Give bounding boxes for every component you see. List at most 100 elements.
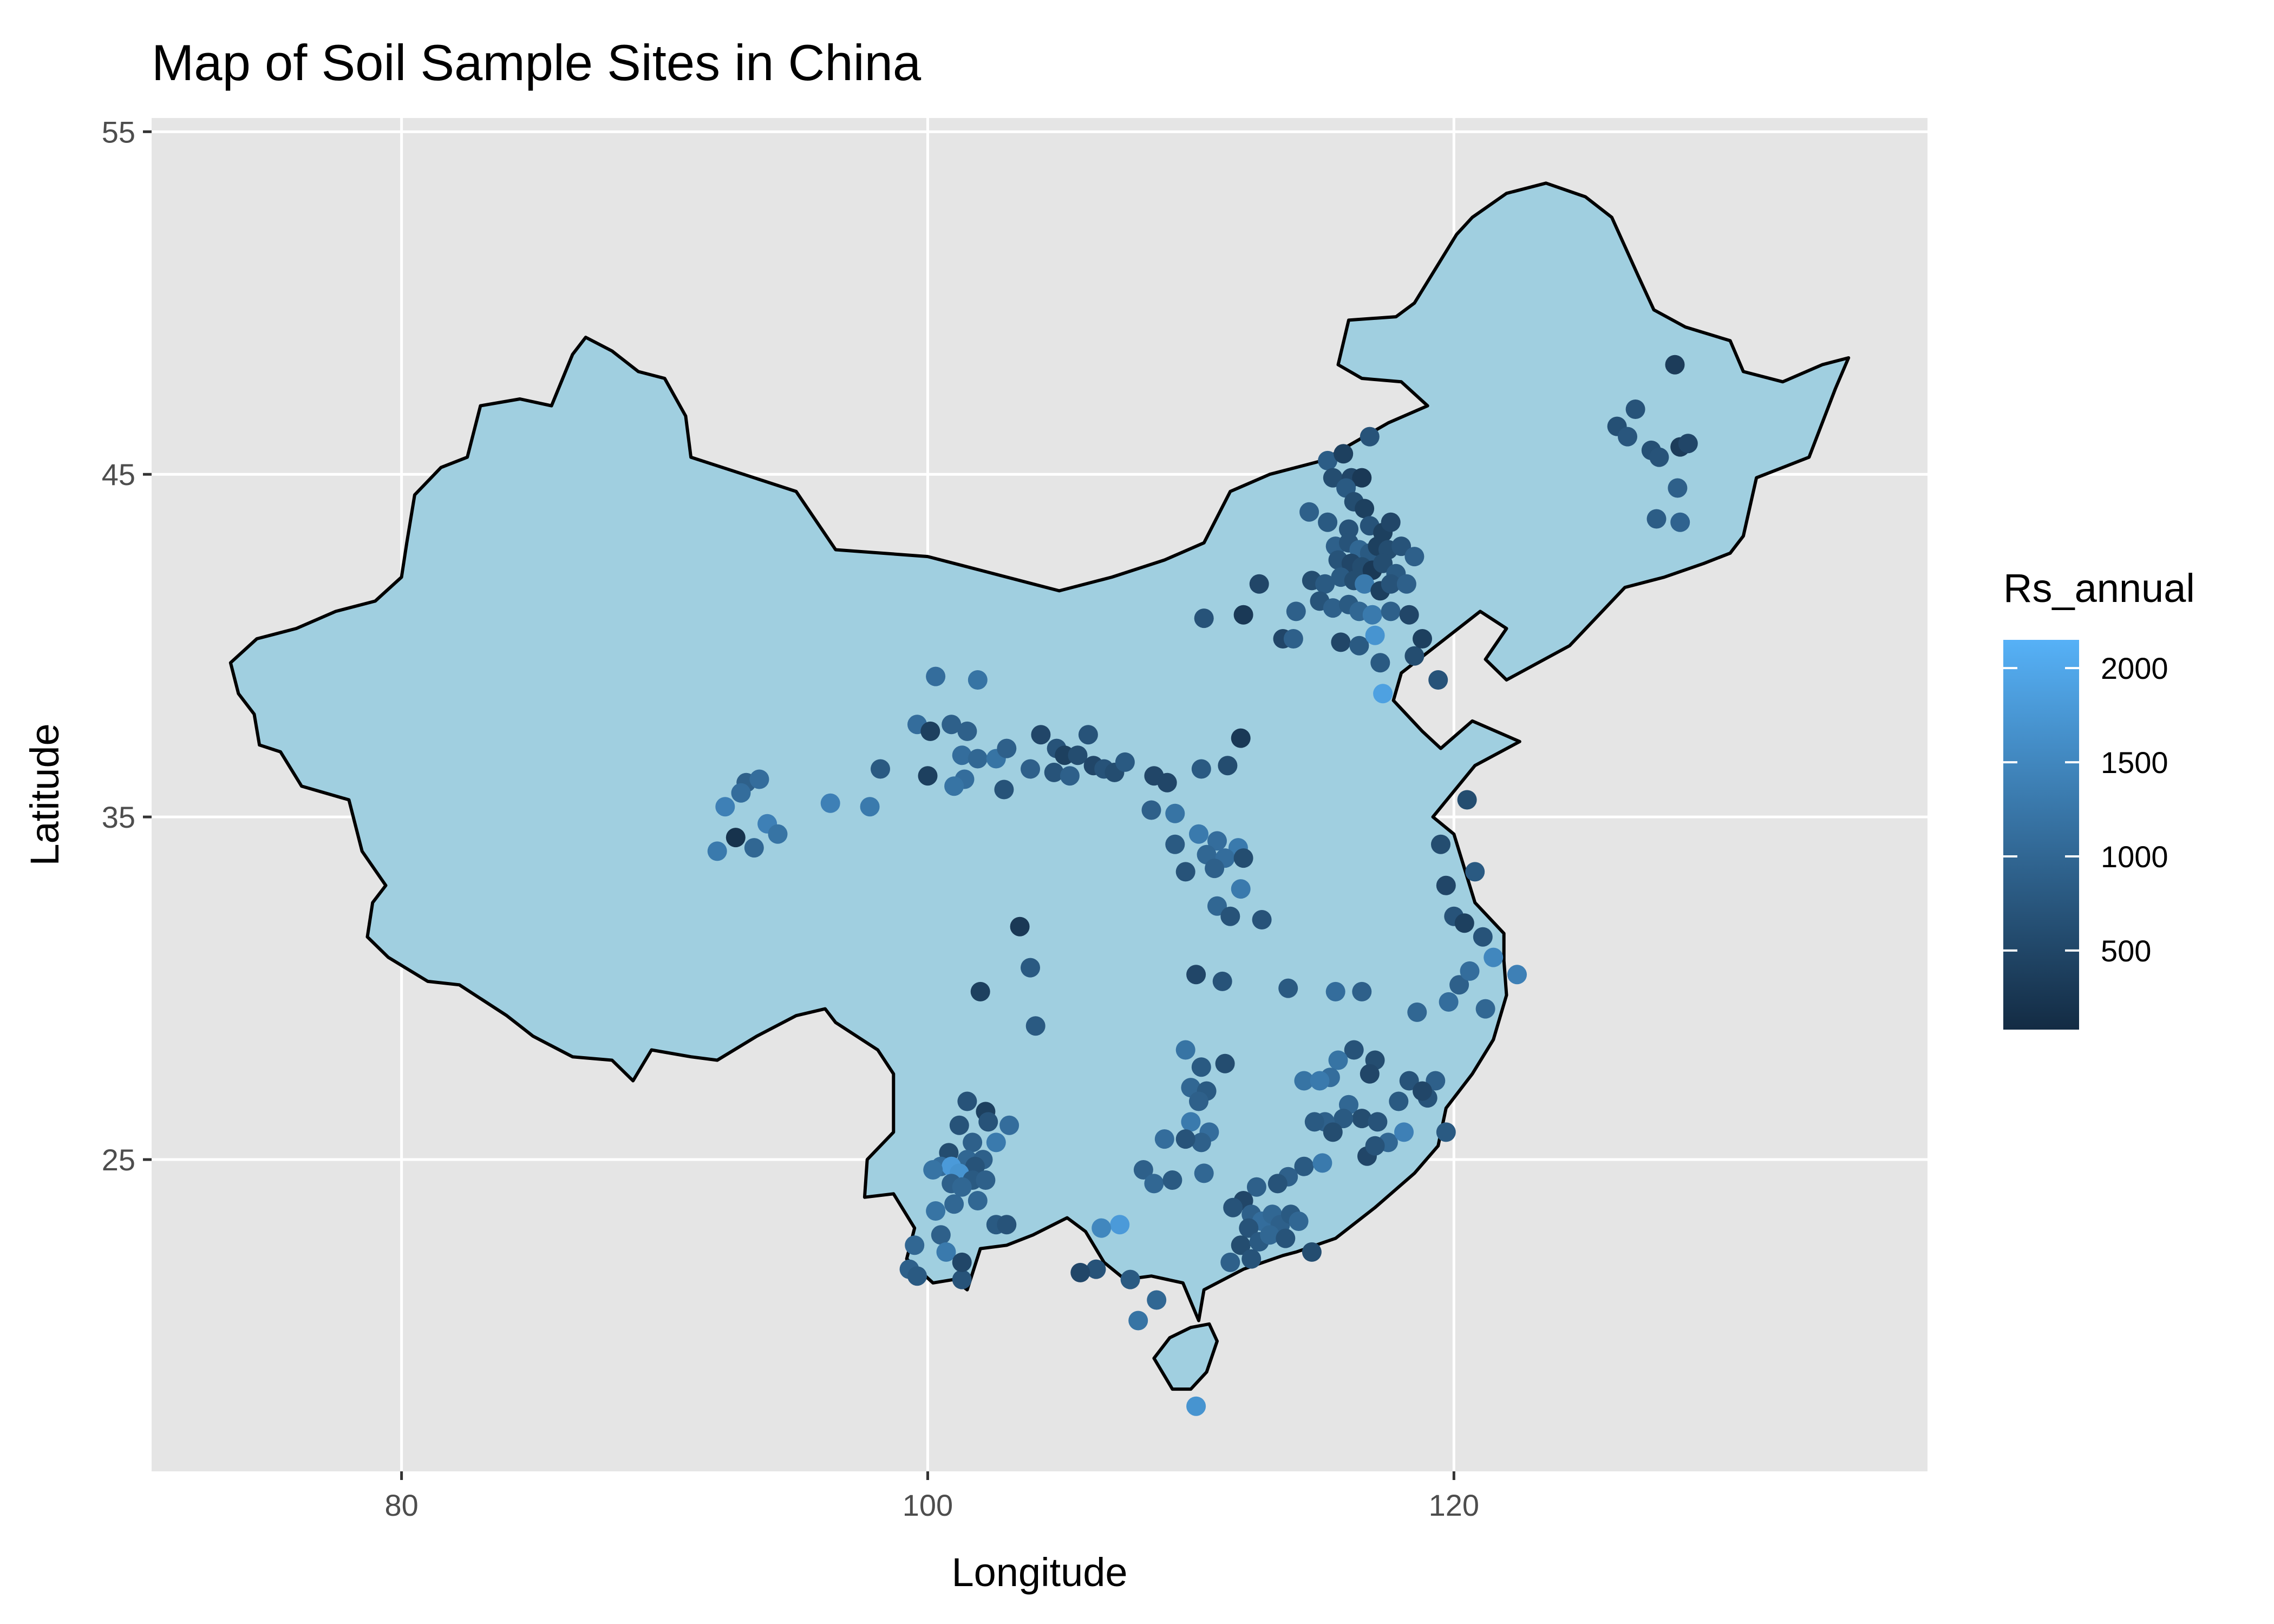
sample-points-layer <box>707 355 1698 1416</box>
sample-site-point <box>1115 752 1135 772</box>
sample-site-point <box>1060 766 1080 786</box>
y-tick-label: 35 <box>102 800 135 834</box>
sample-site-point <box>1025 1016 1045 1036</box>
sample-site-point <box>1276 1228 1296 1248</box>
sample-site-point <box>1436 875 1456 895</box>
sample-site-point <box>1428 670 1448 690</box>
sample-site-point <box>1475 999 1495 1019</box>
sample-site-point <box>926 666 946 686</box>
sample-site-point <box>1191 759 1211 779</box>
china-mainland-shape <box>228 181 1851 1322</box>
sample-site-point <box>1186 965 1206 985</box>
sample-site-point <box>1394 1122 1414 1142</box>
sample-site-point <box>1413 629 1432 649</box>
sample-site-point <box>968 749 988 769</box>
sample-site-point <box>1044 762 1064 782</box>
sample-site-point <box>1194 1163 1214 1183</box>
legend-tick-label: 2000 <box>2101 651 2168 685</box>
sample-site-point <box>1668 478 1688 498</box>
sample-site-point <box>1154 1129 1174 1149</box>
sample-site-point <box>1207 831 1227 851</box>
sample-site-point <box>1507 965 1527 985</box>
x-tick-label: 80 <box>384 1488 418 1522</box>
sample-site-point <box>1399 605 1419 625</box>
sample-site-point <box>1031 725 1051 745</box>
sample-site-point <box>1352 981 1372 1001</box>
sample-site-point <box>926 1201 946 1221</box>
sample-site-point <box>976 1170 996 1190</box>
sample-site-point <box>1189 1091 1208 1111</box>
sample-site-point <box>1147 1290 1167 1310</box>
sample-site-point <box>952 1177 972 1197</box>
sample-site-point <box>1278 978 1298 998</box>
sample-site-point <box>1070 1262 1090 1282</box>
sample-site-point <box>1349 636 1369 656</box>
sample-site-point <box>1323 468 1343 488</box>
sample-site-point <box>1157 772 1177 793</box>
sample-site-point <box>1352 468 1372 488</box>
sample-site-point <box>1381 601 1401 621</box>
sample-site-point <box>1233 605 1253 625</box>
sample-site-point <box>1128 1311 1148 1331</box>
sample-site-point <box>923 1160 943 1180</box>
sample-site-point <box>1426 1071 1446 1091</box>
sample-site-point <box>1267 1174 1288 1194</box>
sample-site-point <box>1233 848 1253 868</box>
sample-site-point <box>920 721 940 741</box>
sample-site-point <box>1289 1212 1309 1231</box>
sample-site-point <box>1231 1235 1251 1255</box>
sample-site-point <box>978 1112 998 1132</box>
x-tick-label: 100 <box>903 1488 953 1522</box>
sample-site-point <box>731 783 751 803</box>
sample-site-point <box>1304 1112 1324 1132</box>
sample-site-point <box>1283 629 1303 649</box>
sample-site-point <box>1325 981 1345 1001</box>
sample-site-point <box>1362 605 1382 625</box>
hainan-island-shape <box>1152 1322 1219 1391</box>
sample-site-point <box>1625 400 1645 419</box>
sample-site-point <box>871 759 890 779</box>
sample-site-point <box>1678 434 1698 454</box>
sample-site-point <box>1068 745 1088 765</box>
sample-site-point <box>1133 1160 1153 1180</box>
sample-site-point <box>1670 512 1690 532</box>
sample-site-point <box>1465 862 1485 882</box>
sample-site-point <box>1191 1057 1211 1077</box>
sample-site-point <box>952 1252 972 1272</box>
sample-site-point <box>768 824 788 844</box>
sample-site-point <box>1389 1091 1409 1111</box>
sample-site-point <box>1294 1071 1314 1091</box>
y-tick-label: 45 <box>102 457 135 492</box>
sample-site-point <box>957 721 977 741</box>
sample-site-point <box>1246 1177 1266 1197</box>
sample-site-point <box>1334 444 1354 464</box>
sample-site-point <box>1436 1122 1456 1142</box>
sample-site-point <box>1431 834 1450 854</box>
sample-site-point <box>1439 992 1459 1012</box>
sample-site-point <box>1373 684 1393 704</box>
plot-title: Map of Soil Sample Sites in China <box>152 34 922 91</box>
sample-site-point <box>1618 427 1637 447</box>
sample-site-point <box>1220 906 1240 926</box>
sample-site-point <box>994 780 1014 800</box>
sample-site-point <box>1215 1053 1235 1073</box>
sample-site-point <box>1360 1064 1380 1084</box>
legend-title: Rs_annual <box>2003 566 2195 611</box>
sample-site-point <box>744 838 764 858</box>
sample-site-point <box>968 1191 988 1210</box>
sample-site-point <box>918 766 938 786</box>
sample-site-point <box>1665 355 1685 375</box>
sample-site-point <box>1365 1136 1385 1156</box>
sample-site-point <box>1457 790 1477 810</box>
sample-site-point <box>1355 574 1375 594</box>
sample-site-point <box>1404 547 1424 567</box>
sample-site-point <box>1315 574 1335 594</box>
sample-site-point <box>1241 1249 1262 1269</box>
sample-site-point <box>1286 601 1306 621</box>
sample-site-point <box>1373 553 1393 573</box>
sample-site-point <box>1207 896 1227 916</box>
sample-site-point <box>1407 1002 1427 1022</box>
sample-site-point <box>936 1242 956 1262</box>
sample-site-point <box>907 1266 927 1286</box>
